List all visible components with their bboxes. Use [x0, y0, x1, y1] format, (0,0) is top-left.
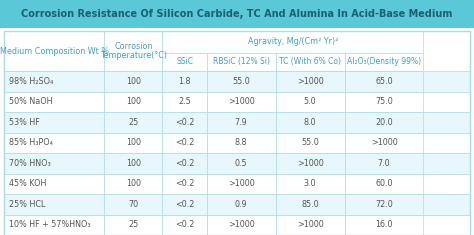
- Text: 85.0: 85.0: [301, 200, 319, 209]
- Text: 5.0: 5.0: [304, 97, 317, 106]
- Text: 0.5: 0.5: [235, 159, 247, 168]
- Text: 75.0: 75.0: [375, 97, 393, 106]
- Text: 55.0: 55.0: [232, 77, 250, 86]
- Text: 25: 25: [128, 220, 138, 229]
- Text: >1000: >1000: [371, 138, 397, 147]
- Text: Agravity, Mg/(Cm² Yr)²: Agravity, Mg/(Cm² Yr)²: [248, 38, 338, 47]
- Text: <0.2: <0.2: [175, 138, 194, 147]
- Text: 10% HF + 57%HNO₃: 10% HF + 57%HNO₃: [9, 220, 91, 229]
- Text: 70% HNO₃: 70% HNO₃: [9, 159, 51, 168]
- Text: Corrosion Resistance Of Silicon Carbide, TC And Alumina In Acid-Base Medium: Corrosion Resistance Of Silicon Carbide,…: [21, 9, 453, 19]
- Text: <0.2: <0.2: [175, 159, 194, 168]
- Text: 70: 70: [128, 200, 138, 209]
- Text: <0.2: <0.2: [175, 200, 194, 209]
- Text: 100: 100: [126, 77, 141, 86]
- Text: 25% HCL: 25% HCL: [9, 200, 46, 209]
- Text: 100: 100: [126, 138, 141, 147]
- Text: 16.0: 16.0: [375, 220, 393, 229]
- Text: 3.0: 3.0: [304, 179, 317, 188]
- Text: Medium Composition Wt %: Medium Composition Wt %: [0, 47, 109, 55]
- Text: <0.2: <0.2: [175, 220, 194, 229]
- Text: 2.5: 2.5: [178, 97, 191, 106]
- Text: 25: 25: [128, 118, 138, 127]
- Text: 53% HF: 53% HF: [9, 118, 40, 127]
- Text: 50% NaOH: 50% NaOH: [9, 97, 53, 106]
- Text: RBSiC (12% Si): RBSiC (12% Si): [213, 58, 270, 67]
- Text: 20.0: 20.0: [375, 118, 393, 127]
- Text: 55.0: 55.0: [301, 138, 319, 147]
- Text: 0.9: 0.9: [235, 200, 247, 209]
- Text: 7.0: 7.0: [378, 159, 390, 168]
- Text: >1000: >1000: [228, 97, 255, 106]
- Text: >1000: >1000: [297, 77, 324, 86]
- Text: 98% H₂SO₄: 98% H₂SO₄: [9, 77, 53, 86]
- Text: SSiC: SSiC: [176, 58, 193, 67]
- Text: 100: 100: [126, 97, 141, 106]
- Text: 1.8: 1.8: [178, 77, 191, 86]
- Text: >1000: >1000: [297, 220, 324, 229]
- Text: Corrosion: Corrosion: [114, 42, 153, 51]
- Text: Al₂O₃(Density 99%): Al₂O₃(Density 99%): [347, 58, 421, 67]
- Text: 100: 100: [126, 179, 141, 188]
- Text: >1000: >1000: [228, 179, 255, 188]
- Text: >1000: >1000: [297, 159, 324, 168]
- Text: 7.9: 7.9: [235, 118, 247, 127]
- Text: Temperature(°C): Temperature(°C): [100, 51, 167, 60]
- Text: 72.0: 72.0: [375, 200, 393, 209]
- Text: 100: 100: [126, 159, 141, 168]
- Text: 60.0: 60.0: [375, 179, 393, 188]
- Text: 45% KOH: 45% KOH: [9, 179, 46, 188]
- Text: 85% H₃PO₄: 85% H₃PO₄: [9, 138, 53, 147]
- Text: >1000: >1000: [228, 220, 255, 229]
- Text: <0.2: <0.2: [175, 118, 194, 127]
- Text: TC (With 6% Co): TC (With 6% Co): [279, 58, 341, 67]
- Text: <0.2: <0.2: [175, 179, 194, 188]
- Text: 8.0: 8.0: [304, 118, 317, 127]
- Text: 8.8: 8.8: [235, 138, 247, 147]
- Text: 65.0: 65.0: [375, 77, 393, 86]
